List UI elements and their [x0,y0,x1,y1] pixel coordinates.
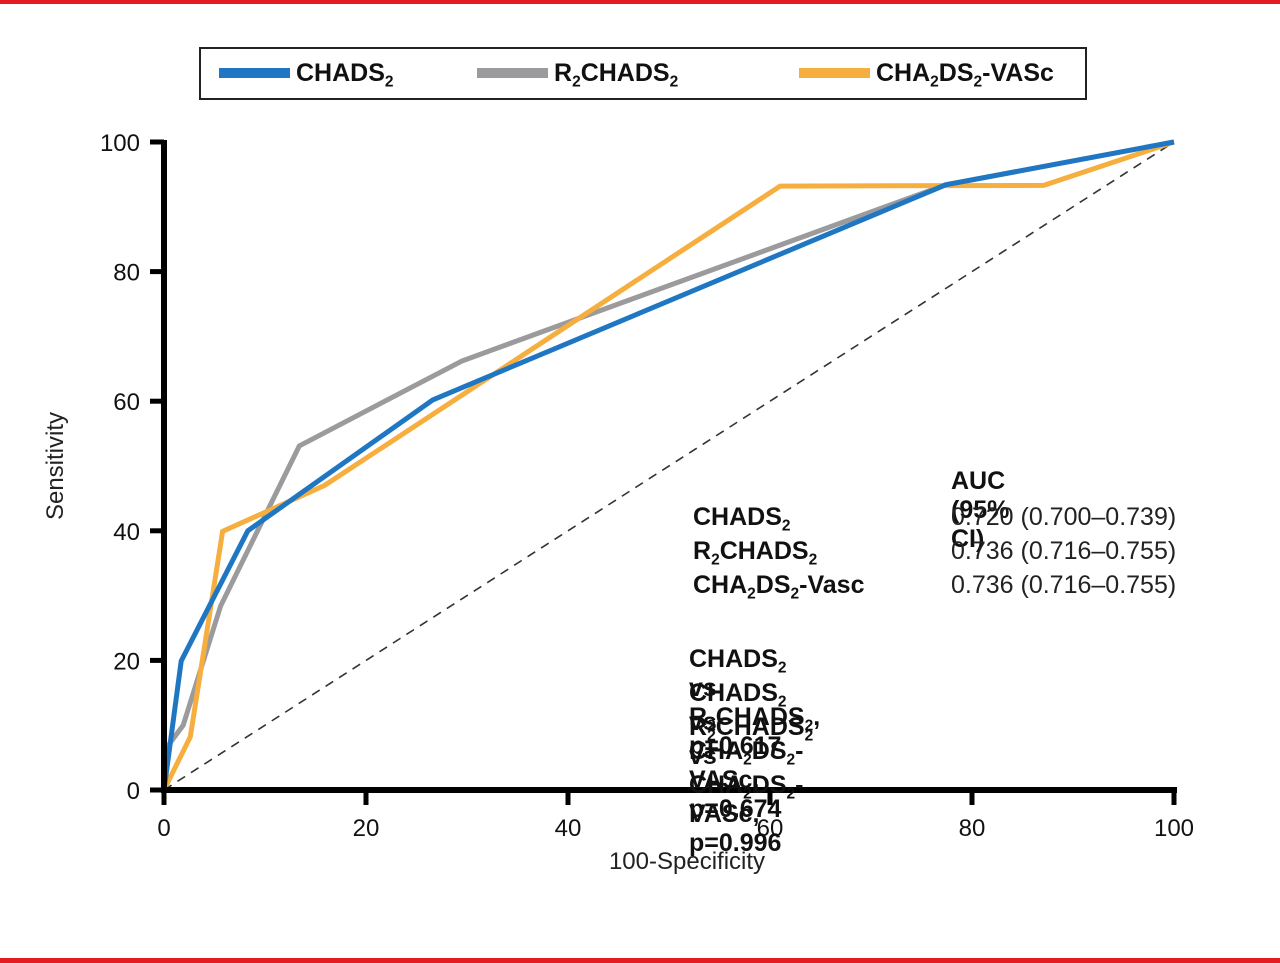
auc-row-name: CHADS2 [693,503,791,535]
series-line-chads2 [161,139,1175,791]
legend-swatch-r2chads2 [477,68,548,78]
legend-label-r2chads2: R2CHADS2 [554,59,679,91]
legend-item-r2chads2: R2CHADS2 [477,58,679,91]
series-line-r2chads2 [161,139,1175,790]
comparison-row: R2CHADS2 vs CHA2DS2-VASc, p=0.996 [689,713,814,857]
auc-row: R2CHADS2 0.736 (0.716–0.755) [693,537,1233,571]
legend-item-chads2: CHADS2 [219,58,394,91]
legend-label-cha2ds2-vasc: CHA2DS2-VASc [876,59,1054,91]
series-line-cha2ds2-vasc [161,139,1175,792]
y-tick-label: 20 [113,648,140,675]
x-tick-label: 80 [959,815,986,842]
auc-header: AUC (95% CI) [951,467,1010,553]
y-tick-label: 80 [113,260,140,287]
legend-swatch-chads2 [219,68,290,78]
bottom-accent-border [0,958,1280,963]
reference-diagonal-line [163,141,1175,791]
legend: CHADS2 R2CHADS2 CHA2DS2-VASc [199,47,1087,100]
auc-row-value: 0.736 (0.716–0.755) [951,571,1177,599]
legend-label-chads2: CHADS2 [296,59,394,91]
legend-item-cha2ds2-vasc: CHA2DS2-VASc [799,58,1054,91]
auc-row-value: 0.720 (0.700–0.739) [951,503,1177,531]
y-tick-label: 0 [127,778,140,805]
auc-row: CHADS2 0.720 (0.700–0.739) [693,503,1233,537]
y-axis-title: Sensitivity [42,412,69,520]
x-tick-label: 60 [757,815,784,842]
tick-labels: 0 20 40 60 80 100 0 20 40 60 80 100 [100,130,1194,842]
y-tick-label: 60 [113,389,140,416]
x-tick-label: 0 [157,815,170,842]
plot-lines [161,139,1175,792]
x-axis-title: 100-Specificity [609,848,765,875]
legend-swatch-cha2ds2-vasc [799,68,870,78]
axes [150,139,1177,805]
x-tick-label: 40 [555,815,582,842]
top-accent-border [0,0,1280,4]
auc-row-name: R2CHADS2 [693,537,818,569]
comparison-row: CHADS2 vs R2CHADS2, p=0.617 [689,645,821,760]
auc-row-name: CHA2DS2-Vasc [693,571,865,603]
y-tick-label: 100 [100,130,140,157]
auc-row-value: 0.736 (0.716–0.755) [951,537,1177,565]
auc-row: CHA2DS2-Vasc 0.736 (0.716–0.755) [693,571,1233,605]
y-tick-label: 40 [113,519,140,546]
x-tick-label: 100 [1154,815,1194,842]
comparison-row: CHADS2 vs CHA2DS2-VASc, p=0.674 [689,679,804,823]
x-tick-label: 20 [353,815,380,842]
